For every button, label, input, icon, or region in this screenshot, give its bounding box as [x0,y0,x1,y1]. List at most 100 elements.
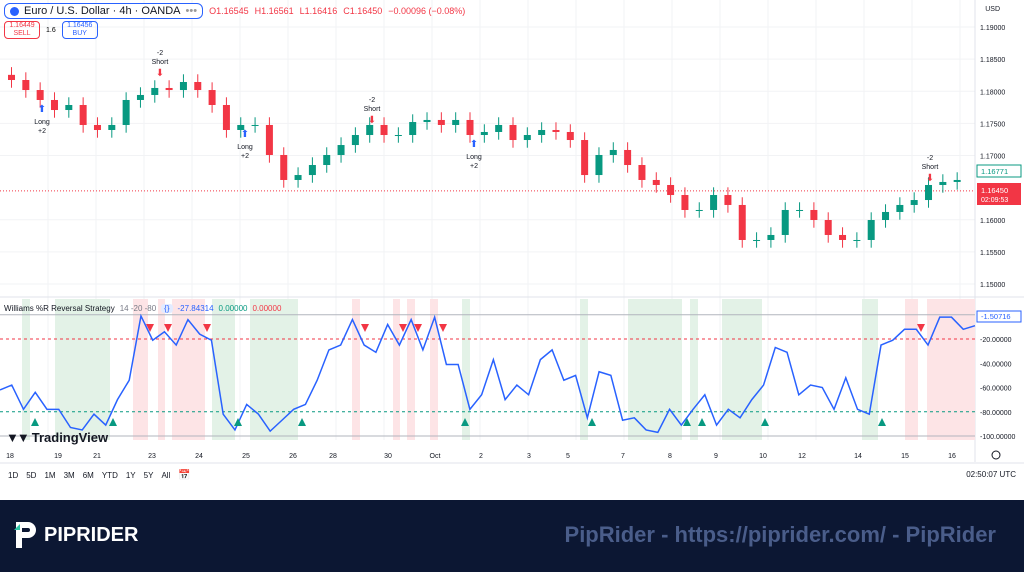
candle [566,131,574,141]
euro-flag-icon [10,6,19,16]
candle [208,90,216,105]
buy-signal-triangle [698,418,706,426]
annotation-long: Long [237,144,253,151]
ohlc-low: L1.16416 [299,6,338,16]
range-6m[interactable]: 6M [82,471,94,480]
candle [695,209,703,211]
overbought-zone [172,299,205,440]
candle [910,200,918,205]
range-3m[interactable]: 3M [63,471,75,480]
annotation-qty: +2 [241,153,249,160]
long-arrow-icon: ⬆ [241,129,249,140]
range-1m[interactable]: 1M [44,471,56,480]
candle [36,90,44,100]
sell-label: SELL [13,30,31,37]
indicator-value-1: -27.84314 [177,304,214,313]
candle [323,154,331,166]
range-selector: 1D 5D 1M 3M 6M YTD 1Y 5Y All 📅 [8,470,191,481]
time-axis-label: 9 [714,453,718,460]
candle [753,239,761,241]
candle [437,119,445,125]
sell-signal-triangle [399,324,407,332]
range-5d[interactable]: 5D [26,471,37,480]
sell-button[interactable]: 1.16449 SELL [4,21,40,39]
chart-canvas[interactable]: ⬆ Long +2 -2 Short ⬇ ⬆ Long +2 -2 Short ⬇ ⬆ Long +2 -2 S… [0,0,1024,500]
annotation-qty: +2 [470,163,478,170]
candle [509,124,517,141]
trade-panel: 1.16449 SELL 1.6 1.16456 BUY [4,21,98,39]
candle [839,234,847,240]
candle [308,165,316,176]
overbought-zone [905,299,918,440]
watermark-text: PipRider - https://piprider.com/ - PipRi… [564,522,996,547]
candle [867,220,875,240]
candle [8,74,15,81]
candle [452,119,460,125]
candle [781,209,789,235]
time-axis-label: 15 [901,453,909,460]
oversold-zone [862,299,878,440]
candle [380,124,388,136]
annotation-short: Short [922,164,939,171]
time-axis-label: 7 [621,453,625,460]
candle [351,135,359,146]
time-axis-label: 12 [798,453,806,460]
buy-signal-triangle [761,418,769,426]
high-price-tag [976,164,1022,178]
last-price-tag [977,183,1021,205]
time-axis-label: 5 [566,453,570,460]
candle [667,184,675,196]
candle [222,104,230,130]
ohlc-high: H1.16561 [254,6,294,16]
range-1y[interactable]: 1Y [125,471,136,480]
symbol-selector[interactable]: Euro / U.S. Dollar · 4h · OANDA ••• [4,3,204,19]
price-axis-label: 1.17000 [980,154,1005,161]
clock[interactable]: 02:50:07 UTC [966,470,1016,479]
range-all[interactable]: All [161,471,171,480]
axis-settings-icon[interactable] [991,450,1001,460]
candle [65,104,73,111]
time-axis-label: 25 [242,453,250,460]
williams-r-line [0,313,976,434]
tradingview-logo[interactable]: ▼▼ TradingView [6,430,108,445]
candle [423,119,431,123]
range-5y[interactable]: 5Y [143,471,154,480]
time-axis-label: 30 [384,453,392,460]
candle [366,124,374,136]
time-axis-label: 16 [948,453,956,460]
buy-label: BUY [72,30,87,37]
overbought-zone [352,299,360,440]
indicator-value-3: 0.00000 [252,304,282,313]
buy-signal-triangle [461,418,469,426]
candle [638,165,646,180]
wr-axis-label: -80.00000 [980,410,1012,417]
source-code-icon[interactable]: {} [161,304,173,313]
range-1d[interactable]: 1D [8,471,19,480]
chart-legend: Euro / U.S. Dollar · 4h · OANDA ••• O1.1… [4,3,465,19]
candle [79,104,87,125]
wr-axis-label: -40.00000 [980,361,1012,368]
overbought-zone [393,299,400,440]
candle [151,87,159,95]
candle [896,204,904,212]
candle [294,175,302,180]
time-axis-label: 3 [527,453,531,460]
buy-button[interactable]: 1.16456 BUY [61,21,98,39]
candle [122,99,130,125]
candle [624,149,632,166]
last-price-label: 1.16450 [981,186,1008,195]
time-axis-label: 24 [195,453,203,460]
goto-date-icon[interactable]: 📅 [178,470,191,481]
short-arrow-icon: ⬇ [156,68,164,79]
piprider-logo: PIPRIDER [12,518,138,552]
ohlc-open: O1.16545 [209,6,249,16]
range-ytd[interactable]: YTD [101,471,118,480]
sell-signal-triangle [439,324,447,332]
time-axis-label: 21 [93,453,101,460]
candle [581,140,589,176]
more-icon[interactable]: ••• [185,5,198,17]
annotation-qty: -2 [927,155,933,162]
candle [108,124,116,130]
currency-label[interactable]: USD [985,6,1000,13]
indicator-params: 14 -20 -80 [119,304,157,313]
